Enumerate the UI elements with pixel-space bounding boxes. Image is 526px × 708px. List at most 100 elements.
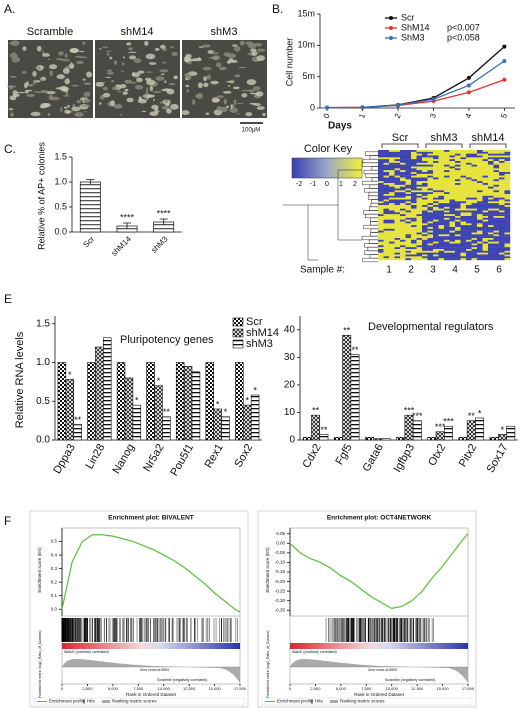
heatmap-cell (466, 153, 472, 156)
significance: **** (120, 212, 135, 222)
legend-marker (389, 16, 393, 20)
cell-blob (166, 108, 172, 114)
heatmap-cell (444, 236, 450, 239)
heatmap-cell (449, 258, 456, 261)
heatmap-cell (433, 247, 439, 250)
heatmap-cell (405, 157, 412, 160)
heatmap-cell (493, 236, 500, 239)
heatmap-cell (383, 162, 390, 165)
heatmap-cell (460, 217, 467, 220)
heatmap-cell (389, 184, 395, 187)
heatmap-cell (499, 212, 505, 215)
cell-blob (12, 93, 20, 97)
heatmap-cell (477, 190, 483, 193)
cell-blob (168, 83, 176, 86)
heatmap-cell (378, 203, 384, 206)
heatmap-cell (460, 214, 467, 217)
heatmap-cell (488, 238, 494, 241)
heatmap-cell (460, 249, 467, 252)
heatmap-cell (471, 195, 478, 198)
heatmap-cell (488, 210, 494, 213)
heatmap-cell (482, 161, 489, 164)
heatmap-cell (455, 199, 461, 202)
significance: ** (312, 406, 320, 416)
heatmap-cell (411, 232, 417, 235)
heatmap-cell (383, 210, 390, 213)
heatmap-cell (378, 164, 384, 167)
legend-label: Hits (87, 699, 95, 704)
heatmap-cell (378, 194, 384, 197)
heatmap-cell (477, 172, 483, 175)
heatmap-cell (389, 256, 395, 259)
heatmap-cell (383, 206, 390, 209)
heatmap-cell (400, 206, 406, 209)
heatmap-cell (477, 173, 483, 176)
heatmap-cell (394, 236, 401, 239)
heatmap-cell (394, 186, 401, 189)
heatmap-cell (499, 181, 505, 184)
heatmap-cell (482, 177, 489, 180)
heatmap-cell (411, 245, 417, 248)
heatmap-cell (504, 181, 511, 184)
heatmap-cell (438, 252, 445, 255)
heatmap-cell (389, 205, 395, 208)
heatmap-cell (411, 223, 417, 226)
heatmap-cell (460, 161, 467, 164)
heatmap-cell (488, 192, 494, 195)
heatmap-cell (433, 192, 439, 195)
heatmap-cell (488, 234, 494, 237)
heatmap-cell (422, 217, 428, 220)
cell-blob (119, 84, 127, 89)
cell-blob (233, 99, 237, 105)
cell-blob (245, 112, 253, 117)
y-tick-label: 0.1 (51, 593, 58, 598)
heatmap-cell (389, 199, 395, 202)
significance: * (157, 376, 161, 386)
heatmap-cell (477, 252, 483, 255)
heatmap-cell (389, 164, 395, 167)
heatmap-cell (383, 238, 390, 241)
ranking-metric (290, 659, 468, 683)
heatmap-cell (422, 241, 428, 244)
cell-blob (213, 109, 223, 116)
heatmap-cell (488, 228, 494, 231)
cell-blob (223, 52, 231, 57)
y-tick-label: 15m (297, 8, 315, 18)
heatmap-cell (394, 249, 401, 252)
heatmap-cell (394, 214, 401, 217)
x-tick-label: Nanog (110, 442, 137, 476)
cell-blob (98, 102, 102, 105)
heatmap-cell (482, 250, 489, 253)
heatmap-cell (455, 225, 461, 228)
series-marker (466, 75, 471, 80)
cell-blob (198, 46, 204, 48)
heatmap-cell (499, 219, 505, 222)
heatmap-cell (477, 228, 483, 231)
heatmap-cell (400, 223, 406, 226)
cell-blob (64, 109, 71, 114)
heatmap-cell (433, 179, 439, 182)
heatmap-cell (416, 151, 423, 154)
heatmap-cell (400, 238, 406, 241)
heatmap-cell (493, 153, 500, 156)
significance: * (135, 396, 139, 406)
cell-blob (80, 104, 91, 107)
cell-blob (74, 55, 83, 58)
color-key-title: Color Key (304, 143, 353, 155)
cell-blob (64, 78, 70, 85)
heatmap-cell (433, 157, 439, 160)
heatmap-cell (471, 179, 478, 182)
heatmap-cell (444, 245, 450, 248)
heatmap-cell (493, 206, 500, 209)
heatmap-cell (460, 151, 467, 154)
heatmap-cell (433, 210, 439, 213)
heatmap-cell (477, 201, 483, 204)
cell-blob (11, 56, 21, 63)
heatmap-cell (471, 172, 478, 175)
heatmap-cell (493, 157, 500, 160)
bar (311, 414, 321, 441)
heatmap-cell (504, 217, 511, 220)
cell-blob (150, 56, 153, 59)
heatmap-cell (394, 212, 401, 215)
heatmap-cell (383, 157, 390, 160)
